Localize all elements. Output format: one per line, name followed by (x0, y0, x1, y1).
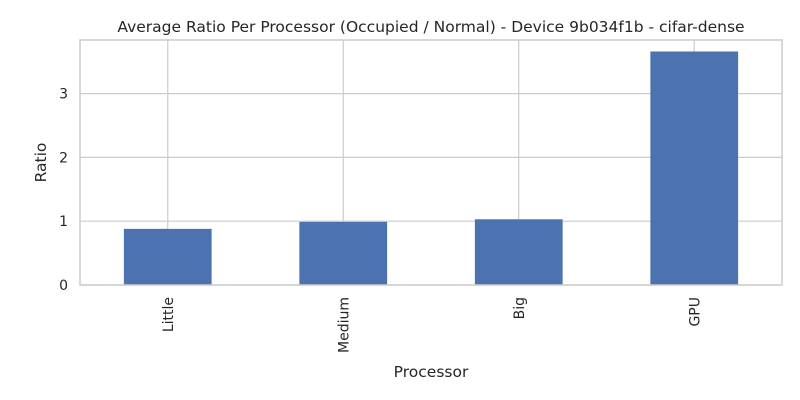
x-tick-label: Medium (336, 297, 352, 353)
bars-layer (123, 51, 739, 285)
plot-frame (79, 39, 783, 286)
y-axis-label: Ratio (32, 143, 50, 183)
bar-gpu (650, 51, 739, 285)
x-tick-label: Big (512, 297, 528, 319)
bar-big (474, 219, 563, 285)
x-tick-label: GPU (687, 297, 703, 327)
bar-little (123, 228, 212, 285)
x-tick-label: Little (161, 297, 177, 332)
chart-title: Average Ratio Per Processor (Occupied / … (117, 18, 744, 36)
y-tick-label: 0 (59, 278, 68, 294)
y-tick-label: 2 (59, 150, 68, 166)
x-axis-label: Processor (394, 363, 469, 381)
ticks-layer: 0 1 2 3 Little Medium Big GPU (59, 87, 703, 353)
y-tick-label: 3 (59, 87, 68, 103)
y-tick-label: 1 (59, 214, 68, 230)
bar-medium (299, 221, 388, 285)
